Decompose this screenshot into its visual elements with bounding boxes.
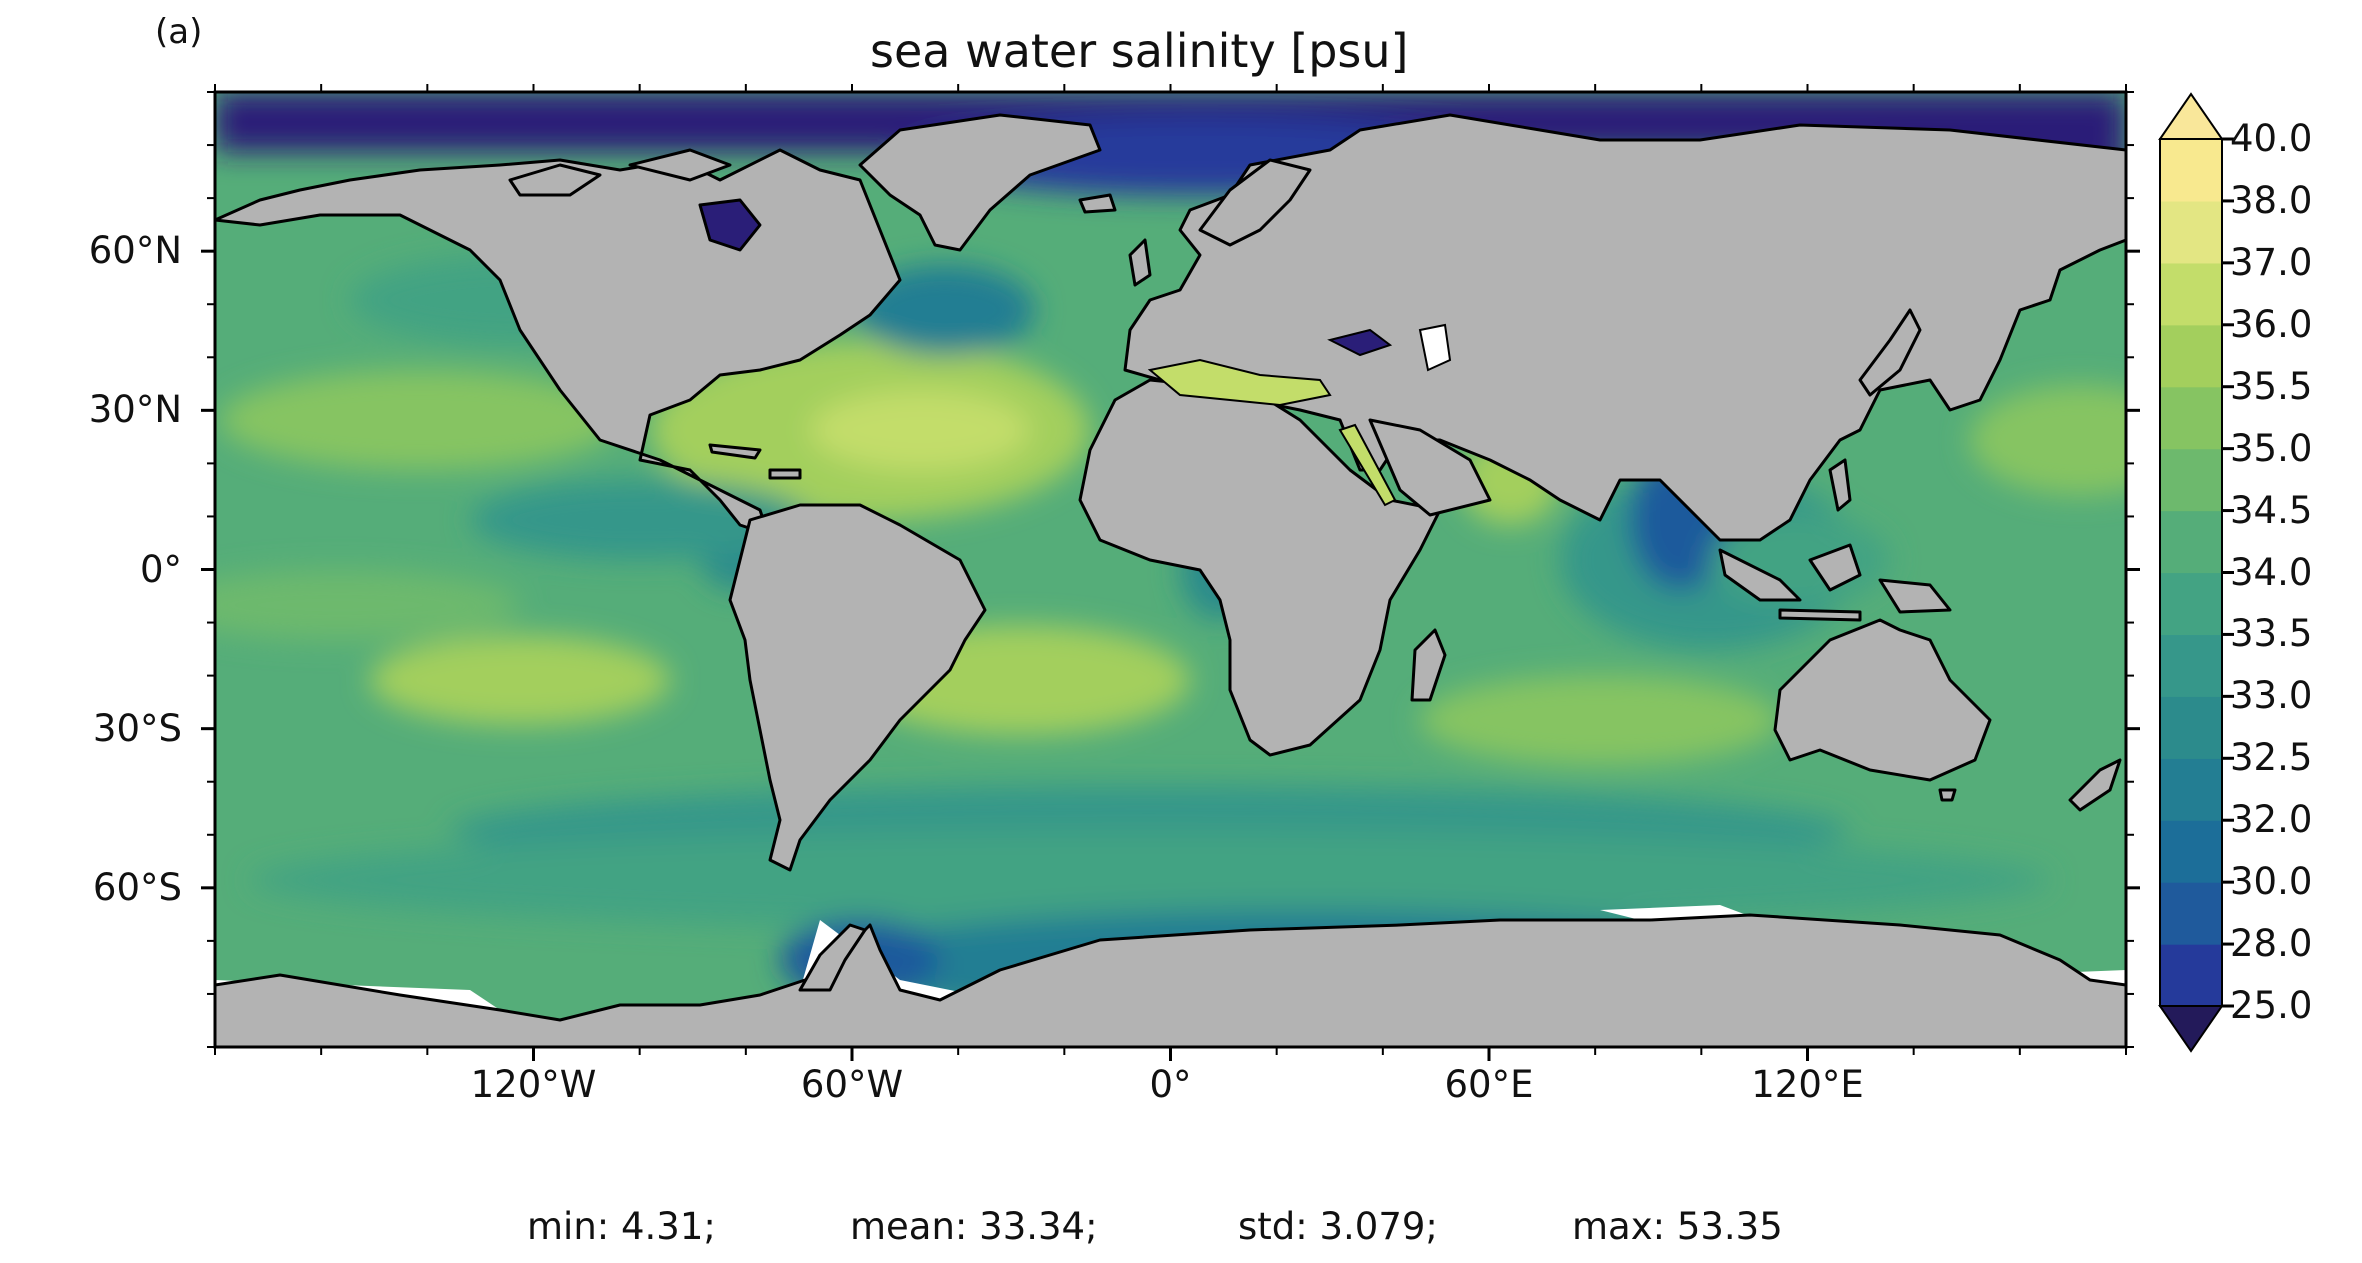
stat-min: min: 4.31;: [527, 1205, 716, 1248]
colorbar: [2158, 92, 2234, 1053]
colorbar-tick-label: 35.5: [2230, 364, 2313, 408]
stat-mean: mean: 33.34;: [850, 1205, 1098, 1248]
lon-tick-label: 120°W: [470, 1063, 597, 1106]
colorbar-segment: [2160, 820, 2222, 883]
colorbar-segment: [2160, 696, 2222, 759]
lat-tick-label: 30°N: [88, 388, 182, 432]
colorbar-segment: [2160, 634, 2222, 697]
colorbar-segment: [2160, 758, 2222, 821]
axis-ticks: [201, 84, 2140, 1061]
lon-tick-label: 60°W: [800, 1063, 904, 1106]
colorbar-tick-label: 28.0: [2230, 922, 2313, 966]
colorbar-tick-label: 25.0: [2230, 984, 2313, 1027]
colorbar-tick-label: 32.0: [2230, 798, 2313, 842]
colorbar-tick-label: 35.0: [2230, 426, 2313, 470]
colorbar-tick-label: 38.0: [2230, 178, 2313, 222]
red-sea: [1338, 423, 1397, 507]
lon-tick-label: 120°E: [1751, 1063, 1864, 1106]
colorbar-segment: [2160, 944, 2222, 1007]
colorbar-segment: [2160, 882, 2222, 945]
colorbar-extend-low: [2158, 1005, 2224, 1053]
lon-tick-label: 0°: [1149, 1063, 1192, 1106]
black-sea: [1327, 328, 1393, 357]
land-masses: [215, 113, 2126, 1047]
colorbar-segment: [2160, 448, 2222, 512]
colorbar-segment: [2160, 510, 2222, 574]
colorbar-segment: [2160, 386, 2222, 450]
lat-tick-label: 60°N: [88, 229, 182, 273]
lat-tick-label: 60°S: [92, 865, 182, 909]
colorbar-tick-label: 36.0: [2230, 302, 2313, 346]
lon-tick-label: 60°E: [1444, 1063, 1534, 1106]
colorbar-segment: [2160, 200, 2222, 264]
colorbar-tick-label: 32.5: [2230, 736, 2313, 780]
colorbar-tick-label: 30.0: [2230, 860, 2313, 904]
panel-label: (a): [155, 12, 203, 52]
colorbar-segment: [2160, 262, 2222, 326]
lat-tick-label: 0°: [139, 547, 182, 591]
mediterranean-sea: [1147, 358, 1332, 407]
colorbar-tick-label: 34.0: [2230, 550, 2313, 594]
colorbar-tick-label: 33.5: [2230, 612, 2313, 656]
map-title: sea water salinity [psu]: [870, 24, 1409, 78]
colorbar-tick-label: 34.5: [2230, 488, 2313, 532]
stat-std: std: 3.079;: [1238, 1205, 1438, 1248]
colorbar-segment: [2160, 572, 2222, 636]
colorbar-tick-label: 40.0: [2230, 117, 2313, 160]
colorbar-tick-label: 33.0: [2230, 674, 2313, 718]
colorbar-extend-high: [2158, 92, 2224, 140]
colorbar-tick-label: 37.0: [2230, 240, 2313, 284]
stat-max: max: 53.35: [1572, 1205, 1783, 1248]
lat-tick-label: 30°S: [92, 706, 182, 750]
colorbar-segment: [2160, 324, 2222, 388]
colorbar-segment: [2160, 139, 2222, 202]
caspian-sea: [1418, 323, 1452, 372]
